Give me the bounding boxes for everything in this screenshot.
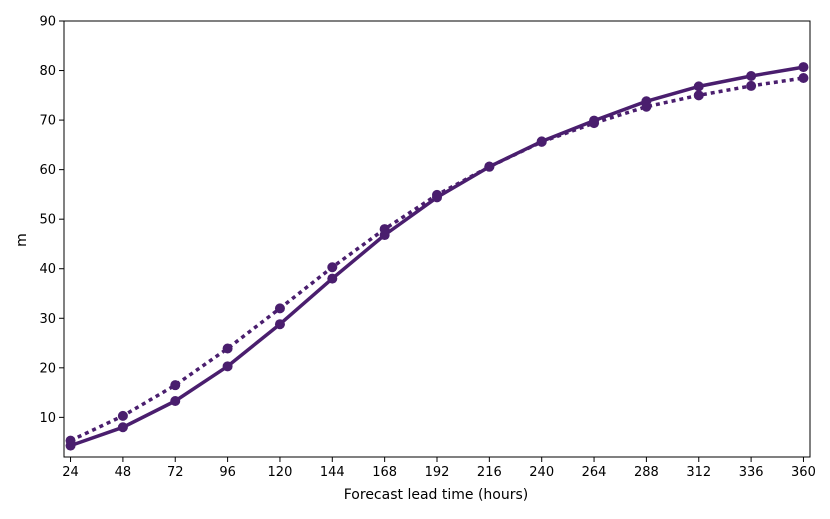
x-tick-label: 144	[320, 465, 345, 480]
series-2-point	[170, 380, 181, 391]
y-tick-label: 10	[39, 411, 56, 426]
x-tick-label: 168	[372, 465, 397, 480]
x-tick-label: 360	[791, 465, 816, 480]
x-tick-label: 192	[425, 465, 450, 480]
x-tick-label: 240	[529, 465, 554, 480]
y-tick-label: 50	[39, 213, 56, 228]
x-tick-label: 120	[268, 465, 293, 480]
series-2-point	[536, 136, 547, 147]
series-2-point	[746, 80, 757, 91]
series-2-point	[641, 101, 652, 112]
y-tick-label: 60	[39, 163, 56, 178]
x-tick-label: 264	[582, 465, 607, 480]
x-tick-label: 312	[686, 465, 711, 480]
x-tick-label: 24	[62, 465, 79, 480]
y-tick-label: 70	[39, 114, 56, 129]
y-tick-label: 40	[39, 262, 56, 277]
series-2-point	[274, 303, 285, 314]
x-tick-label: 288	[634, 465, 659, 480]
y-tick-label: 90	[39, 15, 56, 30]
series-2-point	[798, 72, 809, 83]
x-tick-label: 48	[115, 465, 132, 480]
series-1-point	[693, 81, 704, 92]
x-axis-label: Forecast lead time (hours)	[344, 487, 528, 503]
series-2-point	[327, 262, 338, 273]
axes-layer: 24 48 72 96 120 144 168 192 216 240 264 288 312 336 36…	[39, 15, 815, 481]
series-2-line	[69, 76, 804, 443]
series-2-point	[589, 118, 600, 129]
series-1-point	[274, 319, 285, 330]
y-tick-label: 80	[39, 64, 56, 79]
x-tick-label: 216	[477, 465, 502, 480]
x-tick-label: 336	[739, 465, 764, 480]
series-1-point	[798, 62, 809, 73]
series-1-point	[327, 273, 338, 284]
series-2-point	[484, 161, 495, 172]
x-tick-label: 96	[219, 465, 236, 480]
series-2-point	[117, 410, 128, 421]
y-tick-label: 30	[39, 312, 56, 327]
series-2-point	[65, 435, 76, 446]
x-tick-label: 72	[167, 465, 184, 480]
series-1-point	[746, 70, 757, 81]
series-layer	[65, 62, 809, 451]
series-1-point	[117, 422, 128, 433]
series-1-point	[222, 361, 233, 372]
series-2-point	[693, 90, 704, 101]
series-2-point	[379, 224, 390, 235]
series-2-point	[222, 343, 233, 354]
y-axis-label: m	[14, 233, 30, 247]
y-tick-label: 20	[39, 361, 56, 376]
series-1-line	[69, 65, 804, 448]
series-2-point	[432, 189, 442, 200]
series-1-point	[170, 396, 181, 407]
